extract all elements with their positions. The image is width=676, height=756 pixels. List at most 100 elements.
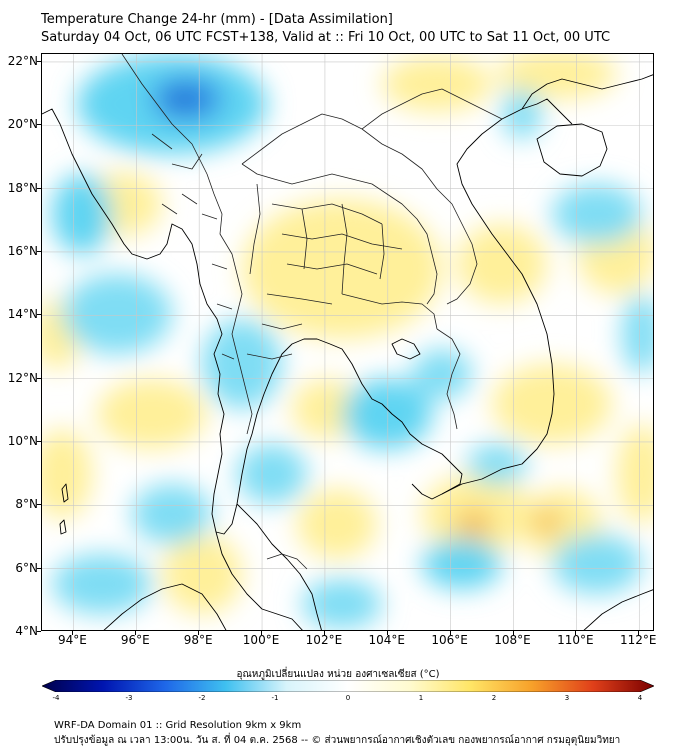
graticule xyxy=(42,54,653,630)
lat-tick xyxy=(37,377,41,379)
lat-tick-label: 12°N xyxy=(7,370,38,385)
colorbar-tick-label: -4 xyxy=(52,694,60,702)
lon-tick xyxy=(72,631,74,635)
lat-tick-label: 10°N xyxy=(7,433,38,448)
cool-patch xyxy=(52,554,152,614)
warm-patch xyxy=(162,534,242,614)
lon-tick xyxy=(261,631,263,635)
border-cambodia-vietnam xyxy=(436,328,461,430)
warm-patch xyxy=(617,424,653,524)
lon-tick-label: 110°E xyxy=(557,633,594,647)
colorbar-label: อุณหภูมิเปลี่ยนแปลง หน่วย องศาเซลเซียส (… xyxy=(236,669,440,680)
cool-patch xyxy=(62,274,172,354)
cool-patch xyxy=(622,294,653,374)
cool-patch xyxy=(467,444,527,484)
lat-tick xyxy=(37,440,41,442)
border-myanmar-china xyxy=(121,54,208,175)
coastline-china xyxy=(521,74,653,110)
chart-subtitle: Saturday 04 Oct, 06 UTC FCST+138, Valid … xyxy=(41,30,611,45)
lat-tick-label: 18°N xyxy=(7,180,38,195)
footer-model-info: WRF-DA Domain 01 :: Grid Resolution 9km … xyxy=(54,720,302,731)
colorbar-ramp xyxy=(42,680,654,692)
lon-tick xyxy=(449,631,451,635)
cool-patch xyxy=(502,89,542,139)
border-laos-china xyxy=(241,113,363,165)
footer-credit: ปรับปรุงข้อมูล ณ เวลา 13:00น. วัน ส. ที่… xyxy=(54,735,621,746)
colorbar-tick-label: 2 xyxy=(491,694,497,702)
lon-tick-label: 112°E xyxy=(620,633,657,647)
lat-tick xyxy=(37,504,41,506)
lat-tick-label: 20°N xyxy=(7,117,38,132)
cool-patch xyxy=(132,484,212,544)
border-thailand-cambodia xyxy=(341,293,438,330)
border-china-vietnam xyxy=(361,88,503,130)
lon-tick-label: 98°E xyxy=(183,633,213,647)
island-hainan xyxy=(536,123,608,177)
warm-patch xyxy=(497,54,617,99)
coastline-peninsula-south xyxy=(215,531,303,630)
cool-patch xyxy=(552,184,642,244)
lat-tick-label: 4°N xyxy=(15,624,38,638)
lat-tick xyxy=(37,567,41,569)
colorbar xyxy=(42,680,654,692)
map-frame xyxy=(41,53,654,631)
lon-tick-label: 94°E xyxy=(57,633,87,647)
lat-tick-label: 8°N xyxy=(15,497,38,512)
province-boundaries xyxy=(211,263,303,360)
hot-spot xyxy=(533,510,561,534)
coastline-borneo xyxy=(583,589,653,630)
lat-tick-label: 22°N xyxy=(7,53,38,68)
coastline-sumatra xyxy=(103,583,227,630)
cool-patch xyxy=(302,579,382,629)
lon-tick xyxy=(386,631,388,635)
warm-patch xyxy=(382,56,492,112)
colorbar-tick-label: 0 xyxy=(345,694,351,702)
lon-tick xyxy=(575,631,577,635)
colorbar-tick-label: -1 xyxy=(271,694,279,702)
island-andaman xyxy=(59,519,67,535)
map-canvas xyxy=(42,54,653,630)
island-andaman xyxy=(61,483,69,503)
lat-tick-label: 16°N xyxy=(7,243,38,258)
lon-tick-label: 96°E xyxy=(120,633,150,647)
coastline-myanmar xyxy=(42,108,225,533)
warm-patch xyxy=(297,489,377,559)
warm-patch xyxy=(457,224,547,304)
cool-patch xyxy=(552,534,642,594)
cool-patch xyxy=(412,349,472,399)
lon-tick-label: 106°E xyxy=(431,633,468,647)
lon-tick-label: 100°E xyxy=(242,633,280,647)
coastline-vietnam xyxy=(441,98,573,495)
lat-tick xyxy=(37,60,41,62)
cool-patch xyxy=(202,319,282,409)
lon-tick xyxy=(512,631,514,635)
lon-tick-label: 102°E xyxy=(305,633,343,647)
cold-core xyxy=(172,91,192,107)
lon-tick xyxy=(638,631,640,635)
lon-tick-label: 104°E xyxy=(368,633,406,647)
lat-tick xyxy=(37,631,41,632)
cool-patch xyxy=(52,174,112,254)
colorbar-tick-label: 3 xyxy=(564,694,570,702)
hot-spot xyxy=(456,510,492,538)
cool-patch xyxy=(342,379,432,449)
warm-patch xyxy=(242,199,442,339)
lat-tick xyxy=(37,187,41,189)
coastline-malaysia-east xyxy=(236,503,322,630)
lon-tick-label: 108°E xyxy=(494,633,531,647)
lake-tonle-sap xyxy=(391,338,421,360)
cool-patch xyxy=(422,539,502,589)
warm-patch xyxy=(492,364,612,444)
border-thailand-myanmar xyxy=(206,173,253,435)
colorbar-tick-label: -3 xyxy=(125,694,133,702)
cool-patch xyxy=(237,444,307,504)
lat-tick xyxy=(37,124,41,126)
border-laos-vietnam xyxy=(361,128,478,305)
lat-tick-label: 14°N xyxy=(7,307,38,322)
province-boundaries xyxy=(249,183,403,305)
coastline-peninsula-east xyxy=(215,338,331,535)
chart-title: Temperature Change 24-hr (mm) - [Data As… xyxy=(41,12,393,27)
warm-patch xyxy=(97,379,207,449)
lon-tick xyxy=(198,631,200,635)
lat-tick xyxy=(37,250,41,252)
